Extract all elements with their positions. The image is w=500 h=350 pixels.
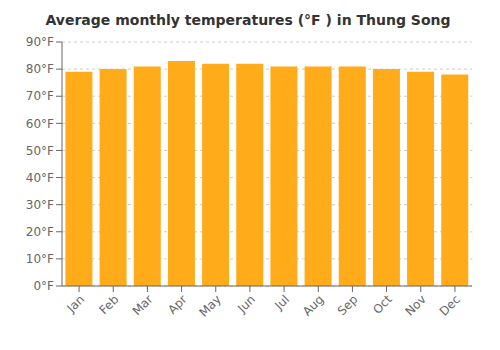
svg-text:60°F: 60°F bbox=[26, 117, 54, 131]
svg-text:Jun: Jun bbox=[234, 292, 258, 316]
svg-text:30°F: 30°F bbox=[26, 198, 54, 212]
svg-text:Apr: Apr bbox=[165, 292, 190, 317]
svg-text:Aug: Aug bbox=[300, 292, 326, 318]
svg-text:70°F: 70°F bbox=[26, 89, 54, 103]
html-text:Average monthly temperatures (: Average monthly temperatures (°F ) in Th… bbox=[45, 12, 451, 28]
svg-text:20°F: 20°F bbox=[26, 225, 54, 239]
svg-text:May: May bbox=[196, 292, 223, 319]
svg-text:10°F: 10°F bbox=[26, 252, 54, 266]
svg-text:Jan: Jan bbox=[64, 292, 88, 316]
svg-text:Jul: Jul bbox=[271, 292, 292, 313]
svg-text:Sep: Sep bbox=[335, 292, 361, 318]
svg-text:40°F: 40°F bbox=[26, 171, 54, 185]
svg-text:80°F: 80°F bbox=[26, 62, 54, 76]
svg-text:Oct: Oct bbox=[370, 292, 395, 317]
svg-text:Feb: Feb bbox=[96, 292, 121, 317]
svg-text:Nov: Nov bbox=[402, 292, 428, 318]
svg-text:50°F: 50°F bbox=[26, 144, 54, 158]
svg-text:Dec: Dec bbox=[437, 292, 463, 318]
svg-text:0°F: 0°F bbox=[33, 279, 54, 293]
svg-text:Mar: Mar bbox=[130, 292, 156, 318]
svg-text:90°F: 90°F bbox=[26, 35, 54, 49]
